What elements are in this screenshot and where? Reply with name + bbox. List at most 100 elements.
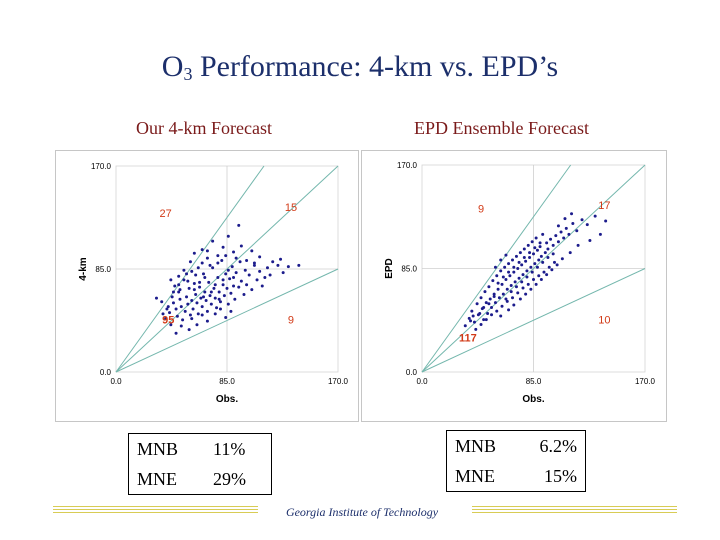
y-tick-label: 0.0 — [100, 368, 112, 377]
data-point — [216, 275, 220, 279]
data-point — [479, 323, 483, 327]
data-point — [188, 260, 192, 264]
data-point — [237, 223, 241, 227]
data-point — [200, 313, 204, 317]
data-point — [174, 307, 178, 311]
data-point — [537, 274, 541, 278]
data-point — [224, 254, 228, 258]
data-point — [551, 243, 555, 247]
data-point — [550, 268, 554, 272]
data-point — [552, 260, 556, 264]
data-point — [514, 254, 518, 258]
stats-table-4km: MNB 11% MNE 29% — [128, 433, 272, 495]
data-point — [487, 285, 491, 289]
stats-table-epd: MNB 6.2% MNE 15% — [446, 430, 586, 492]
data-point — [188, 313, 192, 317]
right-chart-title: EPD Ensemble Forecast — [414, 118, 589, 138]
data-point — [252, 263, 256, 267]
data-point — [505, 299, 509, 303]
data-point — [258, 255, 262, 259]
data-point — [169, 323, 173, 327]
data-point — [484, 301, 488, 305]
stats-value: 29% — [213, 469, 246, 489]
data-point — [514, 285, 518, 289]
data-point — [520, 263, 524, 267]
data-point — [218, 300, 222, 304]
reference-line — [115, 165, 339, 373]
data-point — [493, 265, 497, 269]
data-point — [463, 324, 467, 328]
data-point — [537, 258, 541, 262]
data-point — [532, 252, 535, 256]
data-point — [528, 256, 532, 260]
data-point — [528, 251, 532, 255]
data-point — [190, 269, 194, 273]
data-point — [250, 249, 254, 253]
data-point — [201, 295, 205, 299]
data-point — [492, 292, 496, 296]
data-point — [191, 307, 195, 311]
data-point — [482, 305, 486, 309]
data-point — [533, 262, 537, 266]
data-point — [187, 286, 191, 290]
data-point — [205, 309, 209, 313]
data-point — [539, 277, 543, 281]
data-point — [501, 275, 505, 279]
data-point — [245, 259, 249, 263]
data-point — [496, 287, 500, 291]
data-point — [198, 285, 202, 289]
data-point — [237, 285, 241, 289]
x-tick-label: 170.0 — [635, 377, 656, 386]
y-tick-label: 0.0 — [406, 368, 418, 377]
data-point — [555, 263, 559, 267]
footer-institution: Georgia Institute of Technology — [285, 505, 439, 519]
data-point — [471, 314, 475, 318]
data-point — [500, 282, 504, 286]
reference-line — [115, 165, 265, 373]
data-point — [185, 272, 189, 276]
data-point — [545, 273, 549, 277]
data-point — [547, 265, 551, 269]
region-count-label: 95 — [162, 315, 174, 327]
stats-value: 15% — [544, 466, 577, 486]
scatter-plot-4km: 0.0 85.0 170.0 0.0 85.0 170.0 Obs. 4-km 27 15 95 9 — [55, 150, 359, 422]
data-point — [232, 275, 236, 279]
data-point — [171, 290, 175, 294]
data-point — [203, 275, 207, 279]
data-point — [216, 261, 220, 265]
data-point — [484, 318, 488, 322]
data-point — [546, 247, 550, 251]
data-point — [250, 288, 254, 292]
data-point — [512, 265, 516, 269]
x-axis-label: Obs. — [522, 394, 544, 405]
data-point — [205, 256, 209, 260]
data-point — [297, 263, 301, 267]
data-point — [211, 239, 215, 243]
data-point — [570, 212, 574, 216]
data-point — [469, 319, 473, 323]
data-point — [182, 268, 186, 272]
data-point — [279, 257, 283, 261]
data-point — [216, 254, 220, 258]
data-point — [205, 319, 209, 323]
data-point — [512, 270, 516, 274]
data-point — [478, 312, 482, 316]
data-point — [203, 290, 207, 294]
data-point — [252, 261, 256, 265]
data-point — [507, 262, 511, 266]
data-point — [512, 303, 516, 307]
data-point — [173, 284, 177, 288]
data-point — [524, 292, 528, 296]
data-point — [542, 270, 546, 274]
data-point — [482, 318, 486, 322]
data-point — [575, 229, 579, 233]
data-point — [221, 278, 225, 282]
data-point — [226, 234, 230, 238]
data-point — [265, 266, 269, 270]
data-point — [245, 283, 249, 287]
data-point — [177, 290, 181, 294]
data-point — [492, 295, 496, 299]
data-point — [491, 279, 495, 283]
data-point — [194, 292, 198, 296]
data-point — [186, 279, 190, 283]
